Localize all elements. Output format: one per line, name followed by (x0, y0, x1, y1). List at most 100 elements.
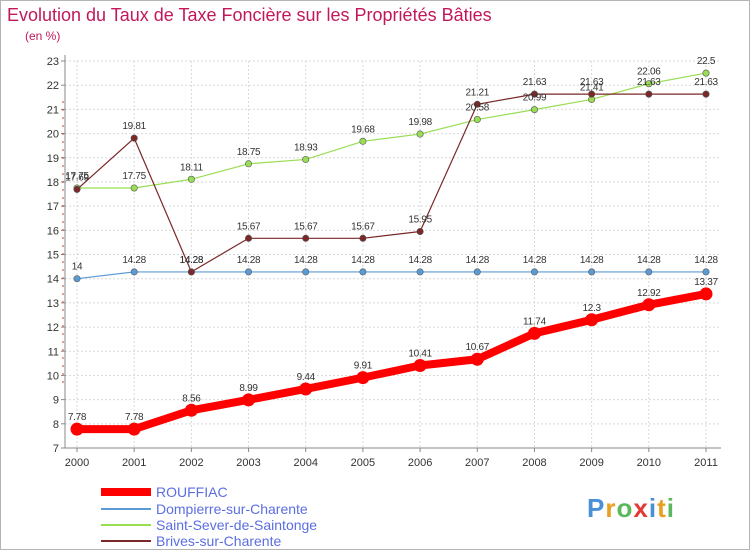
data-label: 21.63 (580, 77, 604, 88)
data-point (588, 90, 596, 98)
x-tick-label: 2000 (65, 457, 89, 469)
y-tick-label: 17 (47, 201, 59, 213)
data-point (585, 313, 599, 327)
data-label: 17.75 (122, 171, 146, 182)
y-tick-label: 21 (47, 104, 59, 116)
data-label: 14.28 (466, 255, 490, 266)
data-point (130, 184, 138, 192)
data-point (530, 90, 538, 98)
x-tick-label: 2001 (122, 457, 146, 469)
data-label: 15.95 (408, 215, 432, 226)
data-label: 19.68 (351, 124, 375, 135)
data-point (413, 359, 427, 373)
x-tick-label: 2006 (408, 457, 432, 469)
data-label: 7.78 (125, 412, 144, 423)
data-label: 18.93 (294, 142, 318, 153)
y-tick-label: 16 (47, 225, 59, 237)
y-tick-label: 10 (47, 370, 59, 382)
data-point (127, 422, 141, 436)
logo-letter: t (657, 493, 667, 523)
data-label: 20.58 (466, 103, 490, 114)
data-point (473, 268, 481, 276)
proxiti-logo: Proxiti (587, 493, 675, 524)
chart-title: Evolution du Taux de Taxe Foncière sur l… (7, 5, 492, 25)
data-point (588, 268, 596, 276)
data-label: 14.28 (637, 255, 661, 266)
x-tick-label: 2003 (236, 457, 260, 469)
data-label: 12.92 (637, 288, 661, 299)
data-point (470, 352, 484, 366)
data-point (187, 268, 195, 276)
data-label: 14.28 (523, 255, 547, 266)
data-point (70, 422, 84, 436)
data-point (530, 268, 538, 276)
y-tick-label: 11 (48, 346, 59, 358)
logo-letter: i (648, 493, 658, 523)
data-point (130, 268, 138, 276)
y-tick-label: 13 (47, 298, 59, 310)
data-point (302, 155, 310, 163)
data-label: 15.67 (351, 221, 375, 232)
x-tick-label: 2011 (694, 457, 718, 469)
data-label: 13.37 (694, 277, 718, 288)
data-point (645, 90, 653, 98)
legend-label: Brives-sur-Charente (156, 533, 281, 549)
data-point (356, 371, 370, 385)
series-line-Dompierre-sur-Charente (76, 271, 707, 280)
data-label: 21.63 (694, 77, 718, 88)
data-label: 17.69 (65, 172, 89, 183)
data-label: 11.74 (523, 316, 547, 327)
data-label: 14.28 (122, 255, 146, 266)
legend-label: ROUFFIAC (156, 484, 228, 500)
data-point (416, 228, 424, 236)
data-point (473, 100, 481, 108)
y-tick-label: 23 (47, 56, 59, 68)
series-line-Saint-Sever-de-Saintonge (76, 72, 707, 189)
data-point (702, 268, 710, 276)
logo-letter: o (616, 493, 634, 523)
y-tick-label: 15 (47, 250, 59, 262)
data-label: 22.06 (637, 67, 661, 78)
data-point (242, 393, 256, 407)
data-label: 8.99 (239, 383, 258, 394)
data-label: 14.28 (237, 255, 261, 266)
y-tick-label: 9 (53, 395, 59, 407)
logo-letter: P (587, 493, 606, 523)
data-label: 19.98 (408, 117, 432, 128)
data-label: 19.81 (122, 121, 146, 132)
data-label: 17.75 (65, 171, 89, 182)
logo-letter: x (633, 493, 649, 523)
logo-letter: i (666, 493, 675, 523)
data-point (359, 268, 367, 276)
data-point (530, 106, 538, 114)
y-tick-label: 12 (47, 322, 59, 334)
data-point (416, 130, 424, 138)
data-label: 7.78 (68, 412, 87, 423)
x-tick-label: 2007 (465, 457, 489, 469)
x-tick-label: 2008 (522, 457, 546, 469)
data-label: 18.11 (180, 162, 204, 173)
x-tick-label: 2009 (579, 457, 603, 469)
data-label: 14.28 (180, 255, 204, 266)
y-tick-label: 20 (47, 129, 59, 141)
data-point (73, 185, 81, 193)
x-tick-label: 2004 (293, 457, 317, 469)
y-axis-unit-label: (en %) (25, 29, 61, 43)
data-label: 15.67 (294, 221, 318, 232)
data-label: 12.3 (583, 303, 602, 314)
data-label: 21.63 (637, 77, 661, 88)
y-tick-label: 8 (53, 419, 59, 431)
y-tick-label: 7 (53, 443, 59, 455)
data-label: 14.28 (580, 255, 604, 266)
legend-label: Dompierre-sur-Charente (156, 501, 308, 517)
data-point (416, 268, 424, 276)
data-label: 8.56 (182, 393, 201, 404)
data-label: 21.21 (466, 87, 490, 98)
data-point (184, 403, 198, 417)
data-point (73, 275, 81, 283)
x-tick-label: 2002 (179, 457, 203, 469)
data-point (302, 234, 310, 242)
data-point (473, 116, 481, 124)
